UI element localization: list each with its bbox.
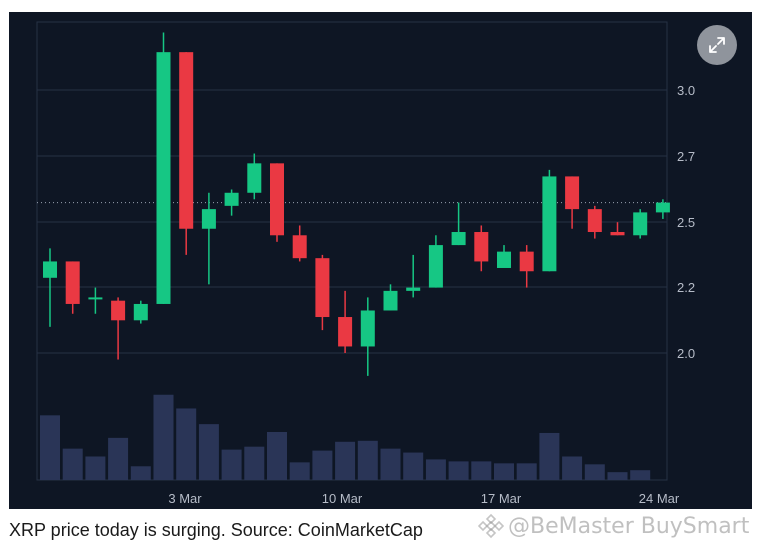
volume-bar	[176, 408, 197, 480]
volume-bar	[562, 456, 583, 480]
candle-body-up	[383, 290, 398, 311]
volume-bar	[494, 463, 514, 480]
candle-body-down	[474, 232, 489, 262]
chart-canvas: 2.0 2.2 2.5 2.7 3.0 3 Mar 10 Mar 17 Mar 24 Mar	[36, 21, 695, 506]
volume-bar	[448, 461, 469, 480]
candle-body-down	[315, 258, 330, 318]
volume-bar	[539, 432, 560, 480]
candle-body-up	[156, 52, 171, 304]
x-tick-label: 24 Mar	[639, 491, 680, 506]
volume-bar	[335, 441, 356, 480]
x-tick-label: 10 Mar	[322, 491, 363, 506]
candle-body-up	[655, 202, 670, 213]
watermark: @BeMaster BuySmart	[478, 513, 749, 539]
volume-bar	[62, 448, 83, 480]
y-tick-label: 3.0	[677, 83, 695, 98]
candle-body-up	[133, 303, 148, 321]
candle-body-down	[565, 176, 580, 210]
volume-bar	[630, 470, 651, 480]
volume-bar	[425, 459, 446, 480]
candle-body-down	[587, 209, 602, 233]
volume-bar	[380, 448, 401, 480]
y-tick-label: 2.7	[677, 149, 695, 164]
volume-bar	[108, 437, 129, 480]
volume-bar	[357, 440, 378, 480]
candle-body-up	[542, 176, 557, 272]
volume-bar	[471, 461, 492, 480]
candle-body-down	[292, 235, 307, 259]
candle-body-up	[247, 163, 262, 193]
volume-bar	[403, 452, 424, 480]
plot-frame	[36, 21, 668, 481]
watermark-text: @BeMaster BuySmart	[508, 513, 750, 539]
x-tick-label: 3 Mar	[168, 491, 202, 506]
volume-bar	[221, 449, 242, 480]
volume-bar	[198, 424, 219, 480]
candle-body-up	[428, 245, 443, 288]
volume-bar	[85, 456, 106, 480]
image-caption: XRP price today is surging. Source: Coin…	[9, 520, 423, 540]
candle-body-down	[338, 317, 353, 347]
candle-body-down	[179, 52, 194, 229]
volume-bar	[312, 450, 333, 480]
x-tick-label: 17 Mar	[481, 491, 522, 506]
expand-icon	[709, 37, 725, 53]
y-tick-label: 2.5	[677, 215, 695, 230]
volume-bar	[40, 415, 60, 480]
y-tick-label: 2.0	[677, 346, 695, 361]
candle-body-down	[111, 300, 126, 321]
candle-body-up	[201, 209, 216, 229]
volume-bar	[516, 463, 537, 480]
volume-bar	[289, 462, 310, 480]
candle-body-up	[88, 297, 103, 300]
volume-bar	[130, 466, 151, 480]
candle-body-up	[43, 261, 57, 278]
candle-body-up	[406, 287, 421, 291]
candle-body-up	[224, 192, 239, 206]
candle-body-down	[610, 232, 625, 236]
candle-body-down	[65, 261, 80, 304]
volume-bar	[153, 394, 174, 480]
y-tick-label: 2.2	[677, 280, 695, 295]
volume-bar	[244, 446, 265, 480]
candle-body-down	[519, 251, 534, 272]
candle-body-up	[633, 212, 648, 236]
candle-body-up	[497, 251, 511, 268]
binance-logo-icon	[478, 513, 504, 539]
candle-body-up	[360, 310, 375, 347]
volume-bar	[584, 464, 605, 480]
candle-body-down	[270, 163, 284, 236]
expand-button[interactable]	[697, 25, 737, 65]
xrp-candlestick-chart: 2.0 2.2 2.5 2.7 3.0 3 Mar 10 Mar 17 Mar 24 Mar	[9, 12, 752, 509]
volume-bar	[607, 472, 628, 480]
candle-body-up	[451, 232, 466, 246]
volume-bar	[267, 431, 287, 480]
